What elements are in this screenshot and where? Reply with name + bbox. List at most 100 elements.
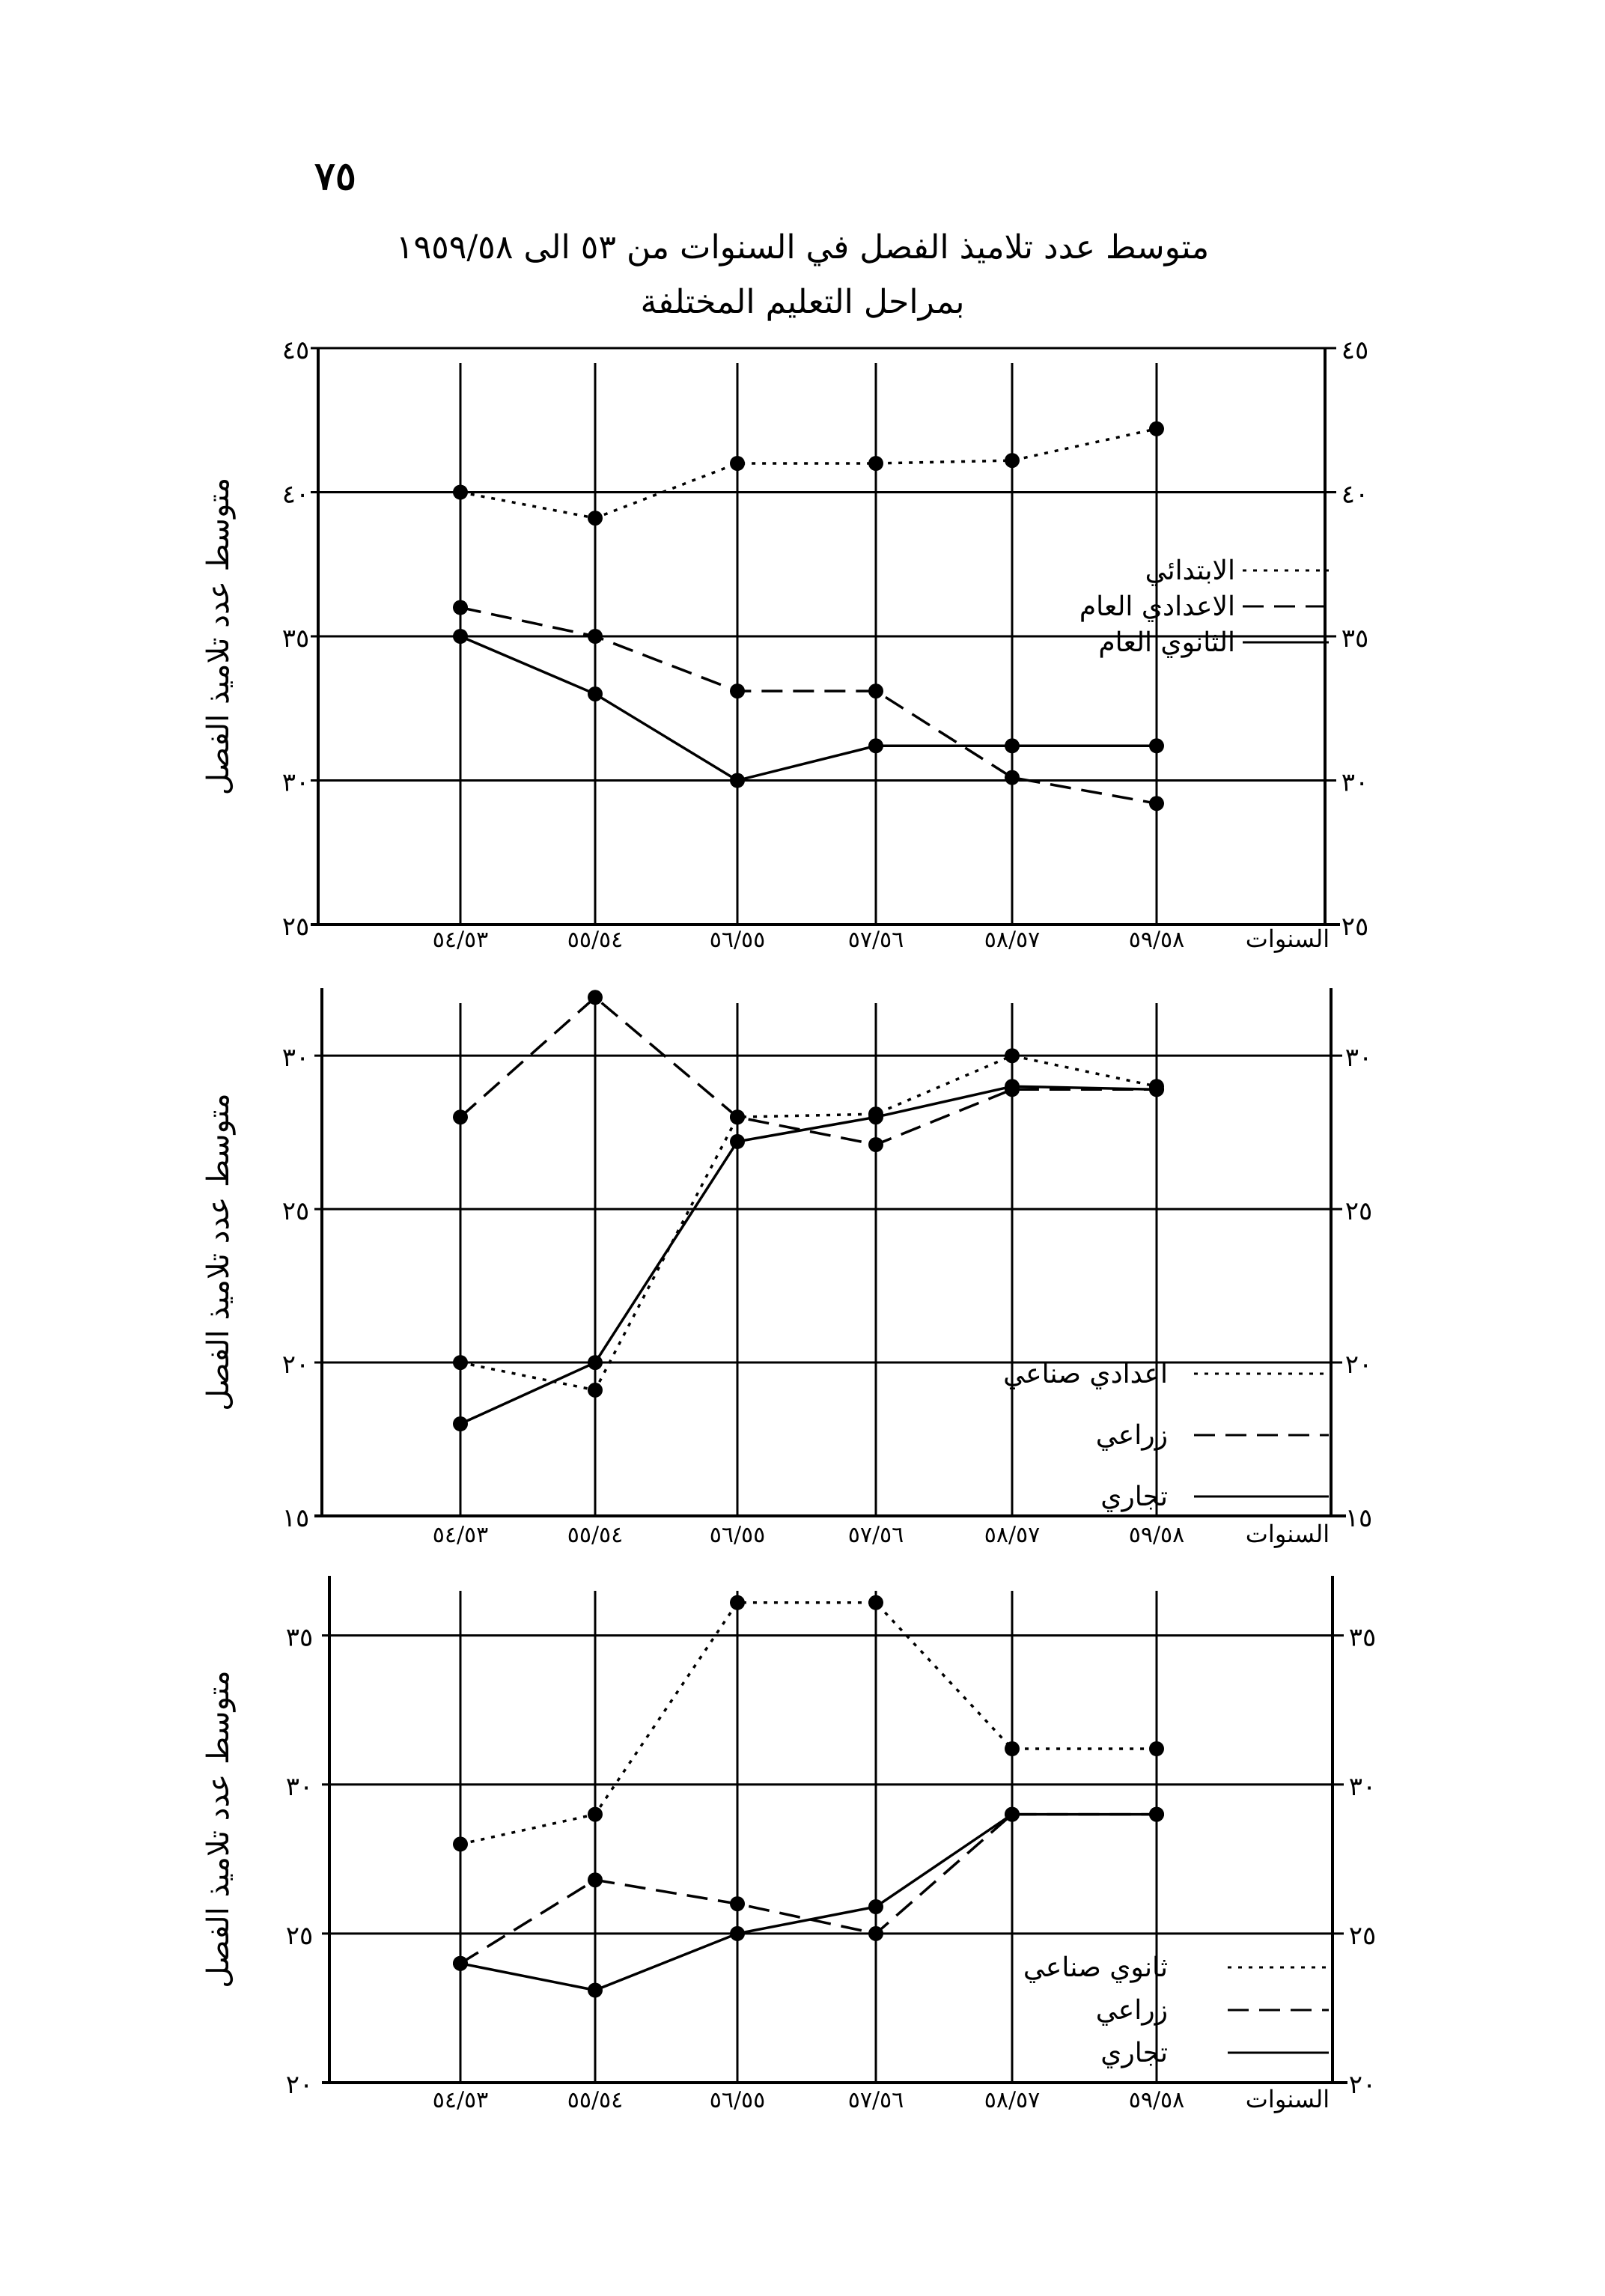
series-line bbox=[460, 1601, 1157, 1846]
legend-label: الاعدادي العام bbox=[1079, 591, 1235, 622]
y-tick-label-left: ٣٥ bbox=[286, 1623, 314, 1653]
data-point bbox=[588, 1806, 603, 1822]
y-tick-label-right: ٤٠ bbox=[1341, 480, 1369, 510]
data-point bbox=[730, 1133, 745, 1149]
y-tick-label-right: ٢٥ bbox=[1349, 1921, 1377, 1951]
data-point bbox=[730, 773, 745, 788]
x-tick-label: ٥٧/٥٦ bbox=[848, 2087, 904, 2113]
data-point bbox=[868, 1595, 883, 1610]
x-axis-label: السنوات bbox=[1246, 2085, 1330, 2113]
y-tick-label-right: ٣٠ bbox=[1349, 1772, 1377, 1802]
y-tick-label-left: ٣٥ bbox=[282, 624, 310, 654]
series-line bbox=[460, 635, 1157, 782]
y-tick-label-left: ٣٠ bbox=[286, 1772, 314, 1802]
y-tick-label-left: ٢٥ bbox=[282, 1196, 310, 1226]
page-title: متوسط عدد تلاميذ الفصل في السنوات من ٥٣ … bbox=[395, 228, 1210, 267]
x-tick-label: ٥٦/٥٥ bbox=[710, 1522, 766, 1548]
data-point bbox=[730, 1925, 745, 1941]
data-point bbox=[1005, 1741, 1020, 1756]
y-tick-label-left: ٣٠ bbox=[282, 1043, 310, 1073]
data-point bbox=[730, 1595, 745, 1610]
x-tick-label: ٥٩/٥٨ bbox=[1129, 2087, 1185, 2113]
series-line bbox=[460, 1812, 1157, 1992]
y-tick-label-right: ١٥ bbox=[1345, 1503, 1373, 1533]
x-tick-label: ٥٨/٥٧ bbox=[984, 2087, 1041, 2113]
x-tick-label: ٥٦/٥٥ bbox=[710, 927, 766, 953]
data-point bbox=[588, 1982, 603, 1998]
y-tick-label-right: ٢٥ bbox=[1345, 1196, 1373, 1226]
y-tick-label-left: ٤٥ bbox=[282, 335, 310, 365]
data-point bbox=[868, 683, 883, 699]
y-tick-label-left: ٢٥ bbox=[286, 1921, 314, 1951]
x-tick-label: ٥٦/٥٥ bbox=[710, 2087, 766, 2113]
page-number: ٧٥ bbox=[314, 153, 356, 199]
x-tick-label: ٥٩/٥٨ bbox=[1129, 1522, 1185, 1548]
x-tick-label: ٥٧/٥٦ bbox=[848, 1522, 904, 1548]
data-point bbox=[730, 456, 745, 471]
data-point bbox=[730, 1896, 745, 1912]
data-point bbox=[1005, 1048, 1020, 1064]
data-point bbox=[453, 1109, 468, 1125]
data-point bbox=[1149, 796, 1164, 811]
data-point bbox=[453, 600, 468, 615]
legend-label: زراعي bbox=[1096, 1995, 1168, 2026]
y-tick-label-right: ٣٠ bbox=[1345, 1043, 1373, 1073]
legend-label: زراعي bbox=[1096, 1420, 1168, 1451]
data-point bbox=[1149, 421, 1164, 436]
data-point bbox=[588, 990, 603, 1005]
y-axis-label: متوسط عدد تلاميذ الفصل bbox=[201, 1670, 236, 1988]
data-point bbox=[1005, 1079, 1020, 1094]
data-point bbox=[868, 1925, 883, 1941]
data-point bbox=[588, 1872, 603, 1888]
legend-label: ثانوي صناعي bbox=[1023, 1952, 1168, 1983]
y-axis-label: متوسط عدد تلاميذ الفصل bbox=[201, 1093, 236, 1410]
data-point bbox=[1149, 738, 1164, 754]
data-point bbox=[453, 1955, 468, 1971]
y-tick-label-left: ٤٠ bbox=[282, 480, 310, 510]
x-tick-label: ٥٨/٥٧ bbox=[984, 927, 1041, 953]
y-tick-label-right: ٣٥ bbox=[1341, 624, 1369, 654]
x-tick-label: ٥٤/٥٣ bbox=[433, 1522, 489, 1548]
data-point bbox=[868, 1137, 883, 1152]
data-point bbox=[1005, 1806, 1020, 1822]
series-line bbox=[459, 995, 1157, 1146]
data-point bbox=[730, 683, 745, 699]
y-tick-label-left: ٢٠ bbox=[282, 1350, 310, 1380]
data-point bbox=[868, 738, 883, 754]
y-tick-label-right: ٤٥ bbox=[1341, 335, 1369, 365]
x-tick-label: ٥٤/٥٣ bbox=[433, 2087, 489, 2113]
data-point bbox=[453, 1416, 468, 1431]
legend-label: تجاري bbox=[1100, 2038, 1168, 2068]
data-point bbox=[588, 629, 603, 644]
y-tick-label-right: ٢٥ bbox=[1341, 912, 1369, 942]
data-point bbox=[730, 1109, 745, 1125]
data-point bbox=[588, 686, 603, 701]
legend-label: تجاري bbox=[1100, 1482, 1168, 1512]
page-subtitle: بمراحل التعليم المختلفة bbox=[640, 283, 965, 321]
x-tick-label: ٥٨/٥٧ bbox=[984, 1522, 1041, 1548]
data-point bbox=[1149, 1082, 1164, 1097]
x-tick-label: ٥٥/٥٤ bbox=[567, 2087, 624, 2113]
y-tick-label-right: ٢٠ bbox=[1349, 2070, 1377, 2100]
series-line bbox=[460, 606, 1157, 806]
series-line bbox=[460, 1812, 1157, 1965]
data-point bbox=[453, 1836, 468, 1852]
y-tick-label-right: ٣٠ bbox=[1341, 768, 1369, 798]
data-point bbox=[588, 511, 603, 526]
y-tick-label-right: ٣٥ bbox=[1349, 1623, 1377, 1653]
x-axis-label: السنوات bbox=[1246, 1520, 1330, 1548]
data-point bbox=[453, 629, 468, 644]
data-point bbox=[868, 1109, 883, 1125]
y-tick-label-left: ٣٠ bbox=[282, 768, 310, 798]
x-tick-label: ٥٧/٥٦ bbox=[848, 927, 904, 953]
legend-label: الابتدائي bbox=[1145, 555, 1235, 586]
data-point bbox=[1005, 770, 1020, 785]
data-point bbox=[868, 1899, 883, 1914]
series-line bbox=[460, 1054, 1157, 1392]
data-point bbox=[588, 1355, 603, 1371]
data-point bbox=[453, 1355, 468, 1371]
y-tick-label-right: ٢٠ bbox=[1345, 1350, 1373, 1380]
y-axis-label: متوسط عدد تلاميذ الفصل bbox=[201, 478, 236, 795]
y-tick-label-left: ٢٠ bbox=[286, 2070, 314, 2100]
